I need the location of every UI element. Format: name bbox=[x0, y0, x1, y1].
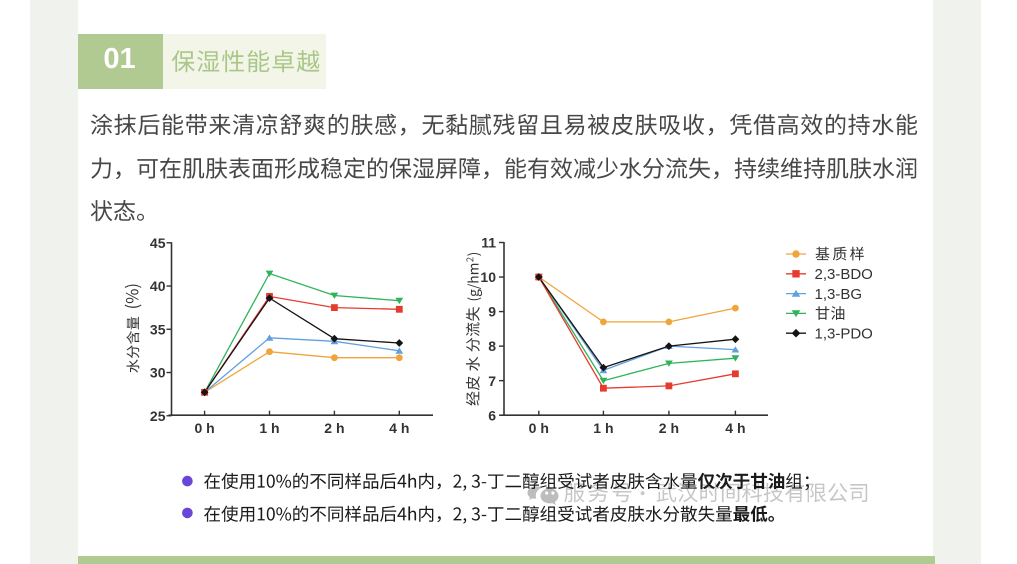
svg-text:1 h: 1 h bbox=[259, 420, 279, 436]
svg-text:0 h: 0 h bbox=[529, 420, 549, 436]
svg-text:0 h: 0 h bbox=[194, 420, 214, 436]
svg-text:35: 35 bbox=[150, 321, 166, 337]
svg-text:45: 45 bbox=[150, 235, 166, 251]
svg-text:25: 25 bbox=[150, 408, 166, 424]
svg-text:40: 40 bbox=[150, 278, 166, 294]
svg-text:2 h: 2 h bbox=[659, 420, 679, 436]
svg-text:11: 11 bbox=[481, 235, 496, 251]
svg-text:7: 7 bbox=[488, 373, 496, 389]
svg-text:30: 30 bbox=[150, 365, 166, 381]
svg-text:1,3-BG: 1,3-BG bbox=[815, 286, 863, 303]
svg-text:10: 10 bbox=[480, 269, 496, 285]
svg-text:2 h: 2 h bbox=[324, 420, 344, 436]
svg-text:8: 8 bbox=[488, 338, 496, 354]
svg-text:4 h: 4 h bbox=[389, 420, 409, 436]
svg-text:2,3-BDO: 2,3-BDO bbox=[815, 266, 873, 283]
svg-text:9: 9 bbox=[488, 304, 496, 320]
svg-text:4 h: 4 h bbox=[725, 420, 745, 436]
svg-text:1,3-PDO: 1,3-PDO bbox=[815, 326, 873, 343]
svg-text:6: 6 bbox=[488, 407, 496, 423]
svg-text:1 h: 1 h bbox=[593, 420, 613, 436]
